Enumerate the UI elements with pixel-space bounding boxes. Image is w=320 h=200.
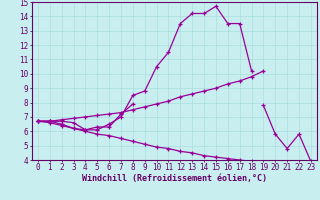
X-axis label: Windchill (Refroidissement éolien,°C): Windchill (Refroidissement éolien,°C) — [82, 174, 267, 183]
